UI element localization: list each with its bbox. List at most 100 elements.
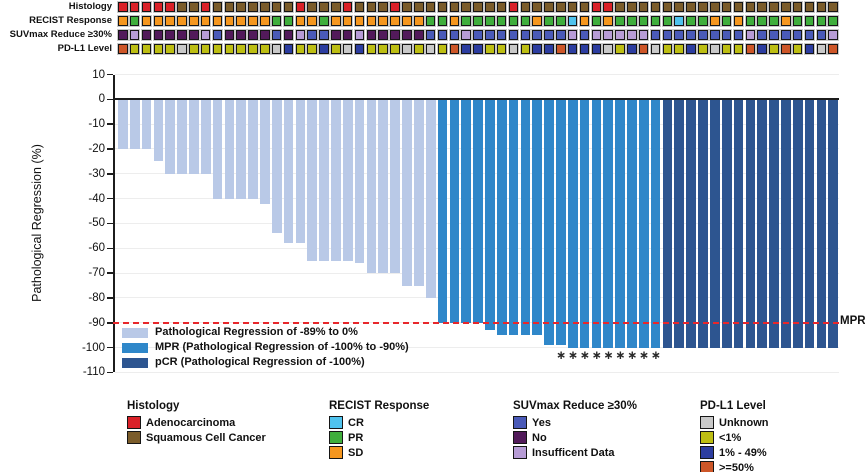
- bar: [816, 99, 827, 348]
- legend-label: Yes: [532, 416, 551, 429]
- bar: [781, 99, 791, 348]
- bar: [118, 99, 128, 149]
- track-cell-pdl1: [307, 44, 317, 54]
- y-tick-label: 10: [92, 68, 105, 81]
- asterisk-marker: ∗: [556, 348, 567, 362]
- track-cell-pdl1: [627, 44, 637, 54]
- y-tick-mark: [107, 272, 113, 274]
- legend-label: No: [532, 431, 547, 444]
- track-cell-suvmax: [449, 30, 460, 40]
- bar: [485, 99, 495, 331]
- bar: [402, 99, 412, 286]
- track-cell-recist: [769, 16, 779, 26]
- bar: [804, 99, 815, 348]
- track-cell-recist: [236, 16, 246, 26]
- track-cell-suvmax: [496, 30, 507, 40]
- track-cell-recist: [615, 16, 625, 26]
- plot-legend-swatch-reg: [122, 327, 148, 338]
- track-cell-pdl1: [425, 44, 436, 54]
- track-cell-suvmax: [674, 30, 684, 40]
- track-cell-histology: [224, 2, 235, 12]
- legend-label: PR: [348, 431, 364, 444]
- track-cell-pdl1: [366, 44, 377, 54]
- legend-label: <1%: [719, 431, 742, 444]
- track-cell-histology: [307, 2, 317, 12]
- track-cell-pdl1: [769, 44, 779, 54]
- y-tick-mark: [107, 123, 113, 125]
- track-cell-suvmax: [331, 30, 341, 40]
- bar: [686, 99, 696, 348]
- track-cell-recist: [354, 16, 365, 26]
- track-cell-histology: [177, 2, 187, 12]
- y-tick-label: -100: [81, 341, 105, 354]
- plot-legend-label-reg: Pathological Regression of -89% to 0%: [155, 326, 358, 338]
- track-cell-pdl1: [496, 44, 507, 54]
- track-cell-pdl1: [449, 44, 460, 54]
- legend-swatch: [127, 415, 141, 429]
- track-cell-recist: [650, 16, 661, 26]
- track-cell-suvmax: [828, 30, 838, 40]
- bar: [200, 99, 211, 174]
- legend-swatch: [329, 430, 343, 445]
- legend-label: SD: [348, 446, 364, 459]
- track-cell-histology: [591, 2, 602, 12]
- track-cell-suvmax: [177, 30, 187, 40]
- bar: [141, 99, 152, 149]
- track-cell-histology: [189, 2, 199, 12]
- y-tick-mark: [107, 173, 113, 175]
- track-cell-histology: [828, 2, 838, 12]
- track-cell-suvmax: [141, 30, 152, 40]
- bar: [378, 99, 389, 274]
- gridline: [114, 371, 839, 373]
- bar: [248, 99, 258, 199]
- track-cell-suvmax: [721, 30, 732, 40]
- legend-swatch: [700, 461, 714, 472]
- track-cell-suvmax: [153, 30, 164, 40]
- track-cell-recist: [307, 16, 317, 26]
- legend-label: CR: [348, 416, 364, 429]
- track-cell-suvmax: [603, 30, 613, 40]
- track-cell-histology: [129, 2, 140, 12]
- track-cell-recist: [212, 16, 223, 26]
- track-cell-pdl1: [189, 44, 199, 54]
- y-tick-mark: [107, 148, 113, 150]
- bar: [366, 99, 377, 274]
- track-cell-pdl1: [579, 44, 590, 54]
- track-cell-recist: [627, 16, 637, 26]
- track-cell-suvmax: [165, 30, 175, 40]
- track-cell-histology: [141, 2, 152, 12]
- legend-label: Adenocarcinoma: [146, 416, 236, 429]
- track-cell-pdl1: [674, 44, 684, 54]
- track-cell-suvmax: [307, 30, 317, 40]
- y-tick-label: -110: [82, 366, 105, 379]
- track-cell-suvmax: [650, 30, 661, 40]
- asterisk-marker: ∗: [650, 348, 661, 362]
- bar: [295, 99, 306, 244]
- bar: [342, 99, 353, 261]
- track-cell-histology: [354, 2, 365, 12]
- track-cell-pdl1: [615, 44, 625, 54]
- legend-swatch: [513, 415, 527, 429]
- track-cell-pdl1: [816, 44, 827, 54]
- track-cell-recist: [165, 16, 175, 26]
- track-cell-recist: [721, 16, 732, 26]
- track-cell-histology: [378, 2, 388, 12]
- track-cell-suvmax: [271, 30, 282, 40]
- track-cell-recist: [390, 16, 400, 26]
- track-cell-suvmax: [129, 30, 140, 40]
- bar: [532, 99, 543, 336]
- y-axis-title: Pathological Regression (%): [30, 144, 44, 302]
- track-cell-recist: [414, 16, 424, 26]
- legend-swatch: [127, 430, 141, 445]
- bar: [212, 99, 223, 199]
- track-cell-suvmax: [236, 30, 246, 40]
- bar: [473, 99, 483, 323]
- track-cell-suvmax: [378, 30, 388, 40]
- bar: [627, 99, 637, 348]
- plot-legend-swatch-pcr: [122, 357, 148, 368]
- track-label-histology: Histology: [68, 1, 112, 12]
- track-cell-recist: [295, 16, 306, 26]
- track-cell-suvmax: [189, 30, 199, 40]
- track-cell-recist: [579, 16, 590, 26]
- plot-legend-label-mpr: MPR (Pathological Regression of -100% to…: [155, 341, 409, 353]
